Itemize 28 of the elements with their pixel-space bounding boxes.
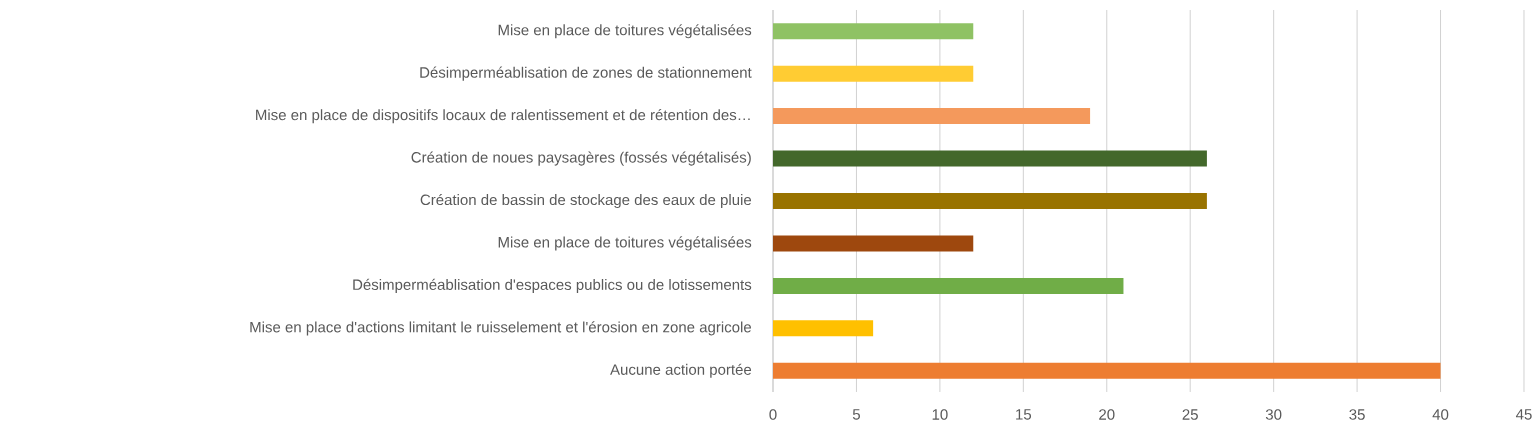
bar bbox=[773, 320, 874, 337]
y-tick-label: Mise en place d'actions limitant le ruisselement et l'érosion en zone agricole bbox=[250, 321, 752, 336]
y-tick-label: Mise en place de toitures végétalisées bbox=[498, 24, 752, 39]
bar bbox=[773, 235, 974, 252]
x-tick-label: 40 bbox=[1432, 409, 1449, 420]
x-tick-label: 0 bbox=[769, 409, 777, 420]
x-tick-label: 15 bbox=[1016, 409, 1032, 420]
bar bbox=[773, 362, 1441, 379]
y-tick-label: Désimperméablisation de zones de stationnement bbox=[420, 66, 752, 81]
x-tick-label: 30 bbox=[1265, 409, 1282, 420]
x-tick-label: 5 bbox=[852, 409, 860, 420]
bar bbox=[773, 150, 1207, 167]
x-tick-label: 25 bbox=[1182, 409, 1198, 420]
bar bbox=[773, 277, 1124, 294]
y-tick-label: Désimperméablisation d'espaces publics ou de lotissements bbox=[353, 278, 752, 293]
bar bbox=[773, 193, 1207, 209]
bar bbox=[773, 23, 974, 40]
bar bbox=[773, 108, 1091, 125]
y-tick-label: Création de noues paysagères (fossés végétalisés) bbox=[411, 151, 751, 166]
x-tick-label: 10 bbox=[932, 409, 948, 420]
x-tick-label: 45 bbox=[1515, 409, 1532, 420]
y-tick-label: Aucune action portée bbox=[610, 363, 752, 378]
y-tick-label: Mise en place de dispositifs locaux de ralentissement et de rétention des… bbox=[256, 109, 750, 124]
bar bbox=[773, 65, 974, 82]
x-tick-label: 35 bbox=[1349, 409, 1365, 420]
y-tick-label: Mise en place de toitures végétalisées bbox=[498, 236, 752, 251]
x-tick-label: 20 bbox=[1099, 409, 1115, 420]
y-tick-label: Création de bassin de stockage des eaux de pluie bbox=[420, 193, 752, 209]
